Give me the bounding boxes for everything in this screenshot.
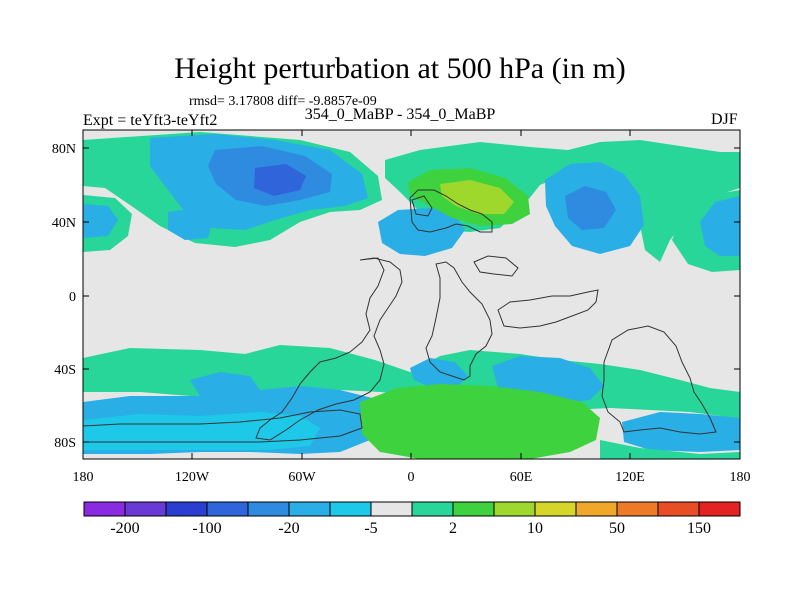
colorbar-label: 2: [449, 520, 457, 537]
africa-coast: [425, 261, 493, 381]
americas-coast: [255, 257, 403, 441]
y-tick-40s: 40S: [54, 363, 76, 378]
colorbar-swatch: [411, 501, 454, 517]
colorbar-swatch: [83, 501, 126, 517]
siberia-core: [565, 186, 616, 230]
colorbar-label: 50: [609, 520, 625, 537]
colorbar-swatch: [370, 501, 413, 517]
colorbar-swatch: [452, 501, 495, 517]
x-tick-120w: 120W: [175, 470, 210, 485]
west-coast-blue: [168, 208, 213, 240]
australia-coast: [497, 289, 599, 329]
colorbar-label: 10: [527, 520, 543, 537]
colorbar-swatch: [534, 501, 577, 517]
x-tick-120e: 120E: [615, 470, 645, 485]
plot-title: Height perturbation at 500 hPa (in m): [174, 52, 626, 85]
x-tick-60e: 60E: [510, 470, 533, 485]
antarctic-teal-east: [600, 440, 740, 459]
colorbar-label: -200: [110, 520, 139, 537]
antarctic-mid-blue: [83, 412, 320, 450]
atlantic-blue: [378, 208, 465, 256]
x-tick-180e: 180: [730, 470, 751, 485]
south-blue-west: [190, 372, 260, 398]
colorbar-label: -20: [278, 520, 299, 537]
colorbar-label: -5: [364, 520, 377, 537]
colorbar-swatch: [329, 501, 372, 517]
x-tick-0: 0: [408, 470, 415, 485]
colorbar-swatch: [493, 501, 536, 517]
colorbar-swatch: [165, 501, 208, 517]
colorbar-swatch: [657, 501, 700, 517]
colorbar-swatch: [124, 501, 167, 517]
colorbar-swatch: [288, 501, 331, 517]
antarctica-coast-west: [82, 409, 363, 443]
colorbar-swatch: [616, 501, 659, 517]
colorbar-swatch: [698, 501, 741, 517]
greenland-coast: [411, 195, 433, 217]
south-blue-center: [410, 358, 468, 388]
eurasia-coast: [409, 189, 493, 233]
coastlines: [82, 189, 717, 443]
colorbar-label: 150: [687, 520, 711, 537]
experiment-label: Expt = teYft3-teYft2: [83, 112, 218, 129]
period-subtitle: 354_0_MaBP - 354_0_MaBP: [304, 106, 496, 123]
east-edge-blue: [700, 196, 740, 256]
y-tick-80s: 80S: [54, 436, 76, 451]
north-pacific-deep: [254, 164, 306, 196]
south-atlantic-green: [360, 384, 600, 459]
tick-marks: [82, 130, 741, 459]
west-edge-blue: [83, 204, 118, 238]
y-tick-40n: 40N: [52, 216, 76, 231]
colorbar: -200 -100 -20 -5 2 10 50 150: [83, 501, 741, 537]
colorbar-swatch: [206, 501, 249, 517]
x-tick-180w: 180: [73, 470, 94, 485]
stats-text: rmsd= 3.17808 diff= -9.8857e-09: [189, 94, 377, 109]
contour-field: [83, 130, 740, 459]
europe-yellow: [440, 180, 514, 214]
islands-east: [473, 255, 519, 277]
colorbar-swatches: [83, 501, 741, 517]
y-tick-80n: 80N: [52, 142, 76, 157]
colorbar-label: -100: [192, 520, 221, 537]
colorbar-swatch: [575, 501, 618, 517]
y-tick-0: 0: [69, 290, 76, 305]
colorbar-swatch: [247, 501, 290, 517]
antarctica-coast-east: [601, 325, 717, 435]
x-tick-60w: 60W: [288, 470, 316, 485]
season-label: DJF: [711, 111, 738, 128]
